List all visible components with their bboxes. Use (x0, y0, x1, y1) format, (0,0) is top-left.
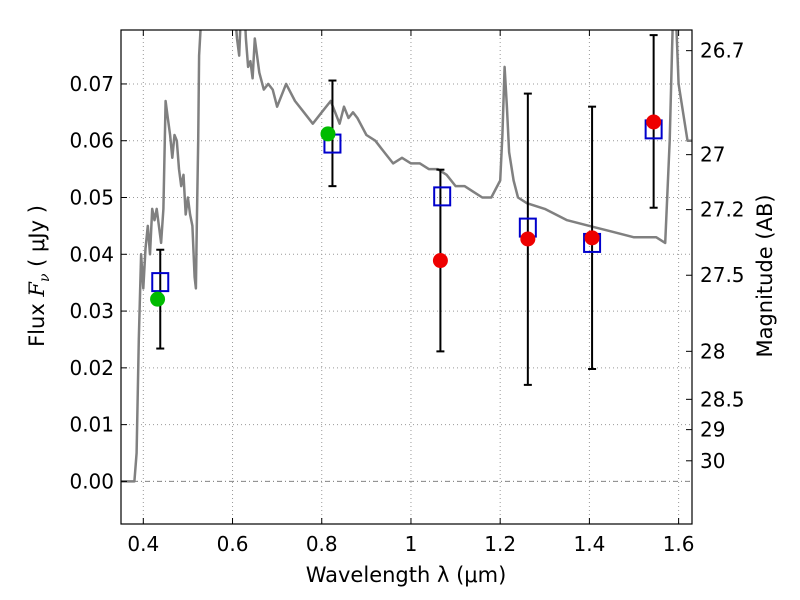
y-tick-label: 0.03 (69, 299, 114, 323)
y-tick-label: 0.07 (69, 72, 114, 96)
right-tick-label: 27.5 (700, 263, 745, 287)
x-tick-label: 1.4 (573, 532, 605, 556)
x-tick-label: 1.2 (484, 532, 516, 556)
square-marker (151, 272, 170, 293)
circle-marker (432, 253, 448, 269)
circle-marker (320, 126, 336, 142)
y-tick-label: 0.00 (69, 469, 114, 493)
grid-lines (121, 30, 692, 524)
y-tick-label: 0.06 (69, 129, 114, 153)
y-tick-label: 0.02 (69, 356, 114, 380)
x-tick-label: 0.4 (127, 532, 159, 556)
x-tick-label: 1.6 (663, 532, 695, 556)
y-tick-label: 0.05 (69, 186, 114, 210)
circle-marker (150, 291, 166, 307)
circle-marker (520, 231, 536, 247)
right-tick-label: 26.7 (700, 39, 745, 63)
model-sed-line (121, 30, 692, 483)
x-axis-label: Wavelength λ (μm) (306, 563, 507, 587)
error-bars (156, 34, 658, 386)
circle-marker (646, 114, 662, 130)
right-tick-label: 29 (700, 418, 725, 442)
x-tick-label: 0.8 (306, 532, 338, 556)
plot-frame (120, 29, 693, 525)
model-sed-curve (121, 30, 692, 483)
x-tick-label: 1 (405, 532, 418, 556)
right-tick-label: 28 (700, 339, 725, 363)
model-flux-squares (151, 119, 663, 293)
y-axis-ticks: 0.00 0.01 0.02 0.03 0.04 0.05 0.06 0.07 (69, 72, 127, 493)
y-axis-label-left: Flux Fν ( μJy ) (25, 205, 53, 347)
observed-flux-points (150, 114, 662, 307)
right-tick-label: 28.5 (700, 387, 745, 411)
right-tick-label: 27.2 (700, 198, 745, 222)
y-tick-label: 0.01 (69, 413, 114, 437)
circle-marker (584, 230, 600, 246)
right-tick-label: 27 (700, 143, 725, 167)
right-axis-ticks: 26.7 27 27.2 27.5 28 28.5 29 30 (686, 39, 745, 473)
x-axis-ticks: 0.4 0.6 0.8 1 1.2 1.4 1.6 (127, 30, 695, 556)
right-tick-label: 30 (700, 449, 725, 473)
square-marker (433, 186, 452, 207)
y-axis-label-right: Magnitude (AB) (753, 194, 777, 357)
x-tick-label: 0.6 (217, 532, 249, 556)
y-tick-label: 0.04 (69, 242, 114, 266)
